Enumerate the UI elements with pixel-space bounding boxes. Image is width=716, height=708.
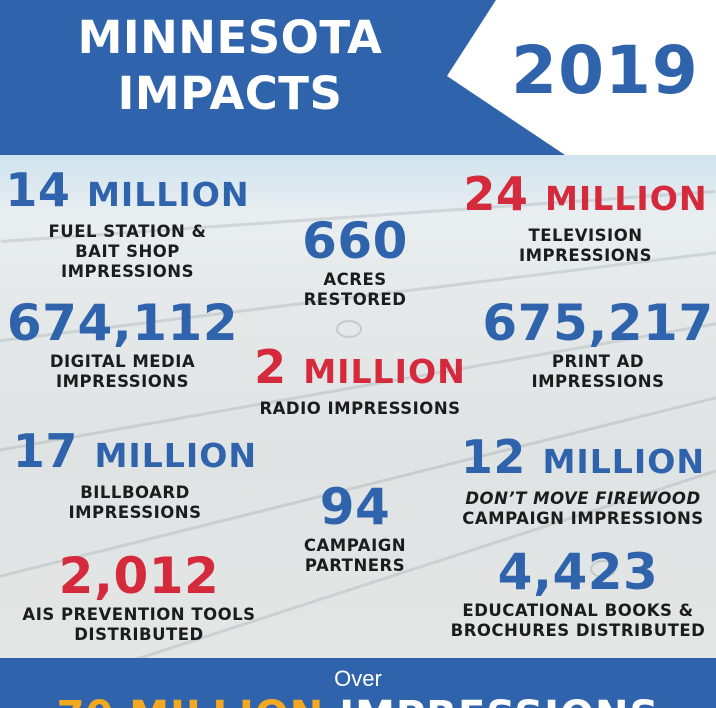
stat-acres: 660 ACRES RESTORED — [255, 212, 455, 310]
stat-label-line: EDUCATIONAL BOOKS & — [462, 601, 694, 620]
stat-billboard: 17 MILLION BILLBOARD IMPRESSIONS — [0, 424, 270, 523]
stat-number: 17 MILLION — [0, 424, 270, 483]
stat-value: 12 — [460, 430, 526, 484]
stat-fuel-station: 14 MILLION FUEL STATION & BAIT SHOP IMPR… — [0, 163, 255, 282]
stat-number: 12 MILLION — [450, 430, 716, 489]
stat-label-line: DISTRIBUTED — [74, 625, 204, 644]
stat-value: 674,112 — [6, 294, 239, 352]
stat-value: 675,217 — [482, 294, 714, 352]
stat-value: 94 — [319, 478, 391, 536]
wood-knot — [336, 320, 362, 338]
stat-unit: MILLION — [86, 175, 250, 214]
stat-number: 4,423 — [440, 543, 716, 601]
stat-label-line: PRINT AD — [551, 352, 645, 371]
dock-background — [0, 155, 716, 658]
stat-label-line: IMPRESSIONS — [531, 372, 665, 391]
stat-unit: MILLION — [544, 179, 708, 218]
stat-value: 660 — [302, 212, 408, 270]
title-line-1: MINNESOTA — [77, 11, 383, 64]
stat-value: 2 — [254, 340, 287, 394]
stat-value: 24 — [463, 167, 529, 221]
year-flag-shape — [447, 0, 716, 155]
stat-television: 24 MILLION TELEVISION IMPRESSIONS — [455, 167, 716, 266]
stat-value: 17 — [12, 424, 78, 478]
stat-label-line: BILLBOARD — [80, 483, 190, 502]
stat-label-line: BROCHURES DISTRIBUTED — [450, 621, 706, 640]
stat-label-line: AIS PREVENTION TOOLS — [22, 605, 256, 624]
footer-big-word: IMPRESSIONS — [339, 693, 659, 708]
stat-radio: 2 MILLION RADIO IMPRESSIONS — [240, 340, 480, 419]
stat-digital-media: 674,112 DIGITAL MEDIA IMPRESSIONS — [0, 294, 245, 392]
stat-number: 14 MILLION — [0, 163, 255, 222]
stat-label-line: BAIT SHOP — [75, 242, 180, 261]
stat-label-line: TELEVISION — [528, 226, 643, 245]
stat-number: 2,012 — [0, 547, 278, 605]
stat-value: 2,012 — [58, 547, 220, 605]
stat-label-line: IMPRESSIONS — [55, 372, 189, 391]
stat-number: 675,217 — [480, 294, 716, 352]
stat-number: 674,112 — [0, 294, 245, 352]
stat-label-line: RESTORED — [303, 290, 407, 309]
stat-value: 4,423 — [497, 543, 659, 601]
footer-big-number: 70 MILLION — [57, 693, 325, 708]
stat-unit: MILLION — [303, 352, 466, 391]
stat-ais-tools: 2,012 AIS PREVENTION TOOLS DISTRIBUTED — [0, 547, 278, 645]
stat-label-italic: DON’T MOVE FIREWOOD — [465, 489, 701, 508]
stat-value: 14 — [5, 163, 71, 217]
stat-label-line: IMPRESSIONS — [60, 262, 194, 281]
stat-label-line: PARTNERS — [304, 556, 406, 575]
stat-firewood-campaign: 12 MILLION DON’T MOVE FIREWOOD CAMPAIGN … — [450, 430, 716, 529]
stat-print-ad: 675,217 PRINT AD IMPRESSIONS — [480, 294, 716, 392]
footer-banner: Over 70 MILLION IMPRESSIONS — [0, 658, 716, 708]
footer-over-text: Over — [334, 666, 382, 691]
footer-total-impressions: 70 MILLION IMPRESSIONS — [0, 694, 716, 708]
year-label: 2019 — [511, 32, 699, 109]
stat-number: 24 MILLION — [455, 167, 716, 226]
stat-educational-books: 4,423 EDUCATIONAL BOOKS & BROCHURES DIST… — [440, 543, 716, 641]
stat-label-line: DIGITAL MEDIA — [49, 352, 196, 371]
stat-label-line: IMPRESSIONS — [518, 246, 652, 265]
stat-unit: MILLION — [542, 442, 706, 481]
stat-number: 2 MILLION — [240, 340, 480, 399]
title-line-2: IMPACTS — [117, 67, 343, 120]
stat-number: 94 — [255, 478, 455, 536]
stat-label-line: FUEL STATION & — [48, 222, 207, 241]
stat-label-line: RADIO IMPRESSIONS — [259, 399, 461, 418]
stat-label-line: IMPRESSIONS — [68, 503, 202, 522]
stat-number: 660 — [255, 212, 455, 270]
wood-knot — [590, 560, 616, 578]
stat-label-line: CAMPAIGN — [303, 536, 407, 555]
stat-campaign-partners: 94 CAMPAIGN PARTNERS — [255, 478, 455, 576]
stat-unit: MILLION — [94, 436, 258, 475]
page-title: MINNESOTA IMPACTS — [20, 10, 440, 122]
header-banner: MINNESOTA IMPACTS 2019 — [0, 0, 716, 155]
stat-label-line: ACRES — [323, 270, 387, 289]
stat-label-line: CAMPAIGN IMPRESSIONS — [462, 509, 704, 528]
